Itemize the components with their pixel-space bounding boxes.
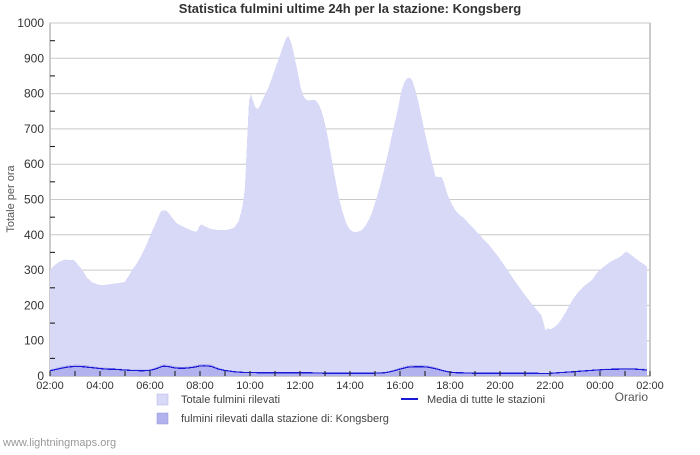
svg-text:Orario: Orario [615,390,649,404]
svg-text:Media di tutte le stazioni: Media di tutte le stazioni [427,394,545,406]
svg-text:Statistica fulmini ultime 24h: Statistica fulmini ultime 24h per la sta… [179,1,521,16]
svg-text:16:00: 16:00 [386,380,414,392]
svg-text:500: 500 [24,193,44,207]
svg-text:00:00: 00:00 [586,380,614,392]
svg-text:900: 900 [24,51,44,65]
svg-text:Totale per ora: Totale per ora [5,164,17,232]
svg-text:300: 300 [24,263,44,277]
svg-text:400: 400 [24,228,44,242]
svg-text:fulmini rilevati dalla stazion: fulmini rilevati dalla stazione di: Kong… [181,413,389,425]
svg-text:22:00: 22:00 [536,380,564,392]
svg-text:200: 200 [24,298,44,312]
svg-text:08:00: 08:00 [186,380,214,392]
svg-text:www.lightningmaps.org: www.lightningmaps.org [2,437,116,449]
svg-text:12:00: 12:00 [286,380,314,392]
svg-text:Totale fulmini rilevati: Totale fulmini rilevati [181,394,280,406]
svg-text:100: 100 [24,334,44,348]
svg-text:02:00: 02:00 [36,380,64,392]
svg-text:600: 600 [24,157,44,171]
svg-text:18:00: 18:00 [436,380,464,392]
svg-text:04:00: 04:00 [86,380,114,392]
svg-text:10:00: 10:00 [236,380,264,392]
svg-text:06:00: 06:00 [136,380,164,392]
svg-text:700: 700 [24,122,44,136]
svg-text:14:00: 14:00 [336,380,364,392]
svg-text:1000: 1000 [17,16,44,30]
svg-text:20:00: 20:00 [486,380,514,392]
svg-text:800: 800 [24,87,44,101]
